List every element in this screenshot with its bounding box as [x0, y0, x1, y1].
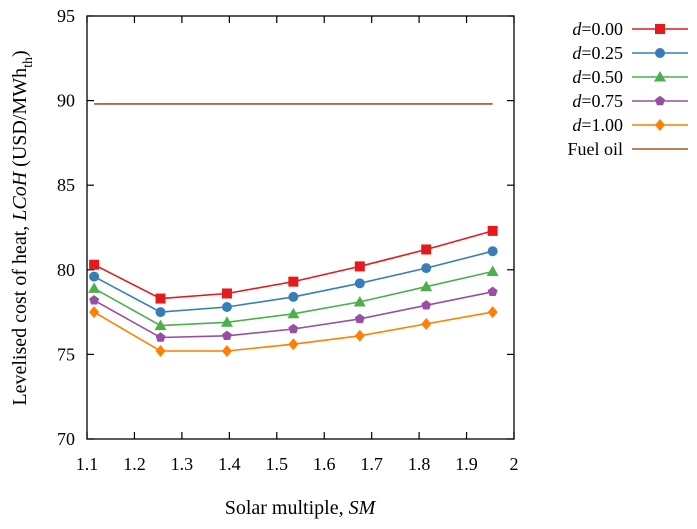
- legend-label-var: d: [572, 43, 582, 63]
- legend-label-var: d: [572, 67, 582, 87]
- data-point: [354, 329, 365, 342]
- legend-label-value: =0.00: [581, 19, 623, 39]
- legend-label-value: =0.25: [581, 43, 623, 63]
- legend-item: d=0.25: [572, 43, 688, 63]
- data-point: [421, 244, 432, 255]
- legend-swatch-marker: [654, 71, 666, 82]
- data-point: [288, 276, 299, 287]
- series-d=0.25: [89, 246, 498, 318]
- legend-label-var: d: [572, 91, 582, 111]
- data-point: [420, 280, 433, 292]
- x-axis-title: Solar multiple, SM: [225, 497, 377, 519]
- data-point: [487, 225, 498, 236]
- x-tick-label: 1.3: [171, 454, 194, 474]
- data-point: [155, 293, 166, 304]
- legend-label: Fuel oil: [567, 139, 623, 159]
- legend-item: d=0.50: [572, 67, 688, 87]
- legend-label: d=0.75: [572, 91, 623, 111]
- legend-label: d=0.50: [572, 67, 623, 87]
- data-point: [486, 265, 499, 276]
- y-axis-title: Levelised cost of heat, LCoH (USD/MWhth): [9, 50, 36, 405]
- x-tick-label: 1.9: [455, 454, 478, 474]
- legend-label-var: d: [572, 115, 582, 135]
- data-point: [154, 319, 167, 331]
- x-tick-label: 1.4: [218, 454, 241, 474]
- data-point: [421, 317, 432, 330]
- x-tick-label: 2: [510, 454, 519, 474]
- data-point: [421, 263, 432, 274]
- y-tick-label: 70: [57, 429, 75, 449]
- series-d=0.75: [89, 286, 498, 342]
- series-d=1.00: [89, 306, 498, 358]
- legend-item: d=0.00: [572, 19, 688, 39]
- legend-item: d=1.00: [572, 115, 688, 135]
- x-tick-label: 1.7: [360, 454, 383, 474]
- data-point: [89, 306, 100, 319]
- y-tick-label: 80: [57, 260, 75, 280]
- legend-swatch-marker: [655, 48, 665, 58]
- data-point: [421, 300, 432, 310]
- data-point: [221, 345, 232, 358]
- legend-label-value: =0.75: [581, 91, 623, 111]
- plot-area: [86, 15, 515, 440]
- y-tick-label: 85: [57, 175, 75, 195]
- legend-label-var: d: [572, 19, 582, 39]
- x-tick-label: 1.5: [266, 454, 289, 474]
- data-point: [155, 307, 166, 318]
- legend-item: d=0.75: [572, 91, 688, 111]
- legend-swatch-marker: [655, 24, 665, 34]
- series-layer: [88, 103, 499, 358]
- y-tick-label: 75: [57, 344, 75, 364]
- data-point: [353, 295, 366, 307]
- legend-item: Fuel oil: [567, 139, 688, 159]
- data-point: [288, 338, 299, 351]
- data-point: [221, 288, 232, 299]
- data-point: [89, 271, 100, 282]
- data-point: [88, 282, 101, 293]
- x-tick-label: 1.8: [408, 454, 431, 474]
- data-point: [155, 345, 166, 358]
- series-d=0.50: [88, 265, 499, 331]
- data-point: [89, 295, 100, 305]
- data-point: [155, 332, 166, 342]
- data-point: [221, 302, 232, 313]
- legend-label: d=0.00: [572, 19, 623, 39]
- y-tick-label: 90: [57, 91, 75, 111]
- y-tick-label: 95: [57, 6, 75, 26]
- series-d=0.00: [89, 225, 498, 304]
- x-tick-label: 1.1: [76, 454, 99, 474]
- data-point: [89, 259, 100, 270]
- data-point: [220, 316, 233, 327]
- legend-swatch-marker: [655, 119, 665, 131]
- legend-label-value: =0.50: [581, 67, 623, 87]
- legend-label-value: =1.00: [581, 115, 623, 135]
- x-tick-label: 1.6: [313, 454, 336, 474]
- data-point: [222, 330, 232, 340]
- legend-label: d=1.00: [572, 115, 623, 135]
- data-point: [287, 307, 300, 319]
- data-point: [288, 323, 299, 334]
- data-point: [487, 306, 498, 319]
- data-point: [288, 291, 299, 302]
- x-axis: 1.1 1.2 1.3 1.4 1.5 1.6 1.7 1.8 1.9 2: [76, 16, 519, 474]
- data-point: [487, 286, 498, 296]
- legend-swatch-marker: [655, 95, 665, 106]
- data-point: [354, 313, 365, 324]
- data-point: [354, 278, 365, 289]
- data-point: [354, 261, 365, 272]
- y-axis: 70 75 80 85 90 95: [57, 6, 514, 449]
- series-line: [93, 230, 493, 300]
- legend-label: d=0.25: [572, 43, 623, 63]
- data-point: [487, 246, 498, 257]
- x-tick-label: 1.2: [123, 454, 146, 474]
